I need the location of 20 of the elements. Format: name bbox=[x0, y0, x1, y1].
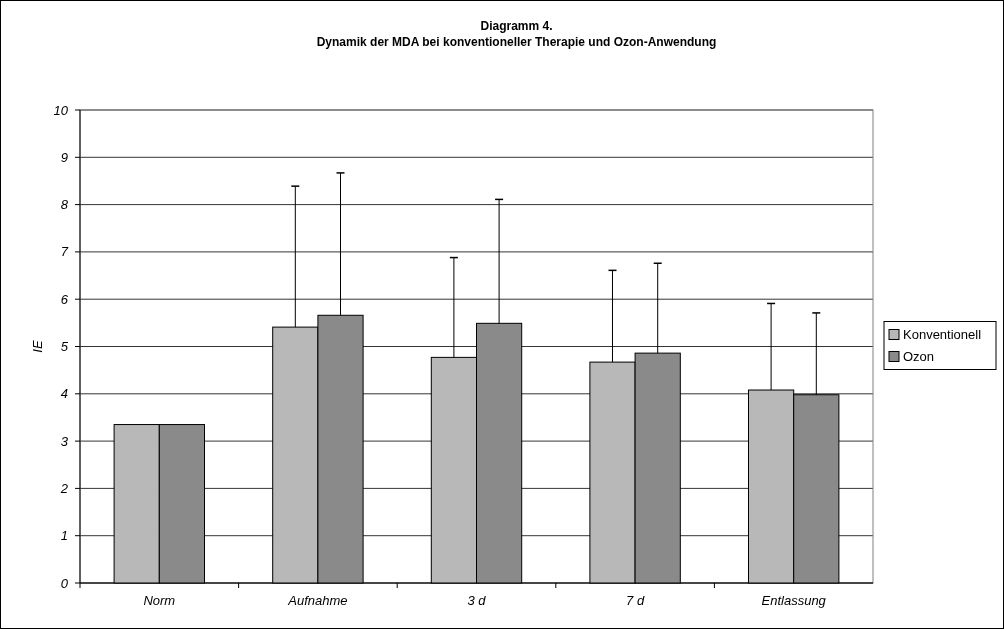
x-tick-label: Entlassung bbox=[761, 593, 827, 608]
y-tick-label: 10 bbox=[53, 102, 69, 118]
legend-label: Konventionell bbox=[903, 327, 982, 343]
y-tick-label: 1 bbox=[60, 528, 68, 544]
legend-label: Ozon bbox=[903, 349, 935, 365]
y-tick-label: 0 bbox=[60, 575, 69, 591]
x-tick-label: Norm bbox=[143, 593, 176, 608]
y-axis-title: IE bbox=[30, 340, 45, 353]
y-tick-label: 7 bbox=[60, 244, 69, 260]
y-tick-label: 5 bbox=[60, 339, 69, 355]
y-tick-label: 6 bbox=[60, 291, 69, 307]
y-tick-label: 2 bbox=[59, 480, 69, 496]
y-tick-label: 9 bbox=[60, 149, 68, 165]
y-tick-label: 8 bbox=[60, 197, 69, 213]
y-tick-label: 3 bbox=[60, 433, 69, 449]
x-tick-label: 7 d bbox=[626, 593, 645, 608]
x-tick-label: 3 d bbox=[467, 593, 487, 608]
y-tick-label: 4 bbox=[60, 386, 68, 402]
chart-title: Diagramm 4. Dynamik der MDA bei konventioneller Therapie und Ozon-Anwendung bbox=[316, 19, 717, 49]
x-tick-label: Aufnahme bbox=[287, 593, 348, 608]
